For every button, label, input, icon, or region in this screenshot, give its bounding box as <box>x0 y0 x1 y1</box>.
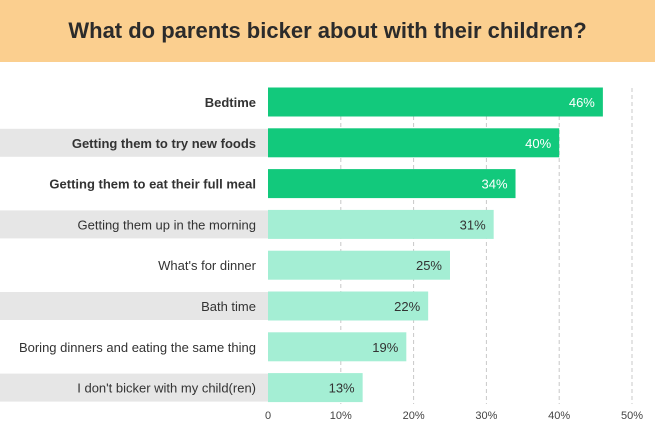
category-label: Bedtime <box>205 95 256 110</box>
value-label: 46% <box>569 95 595 110</box>
bar <box>268 373 363 403</box>
value-label: 19% <box>372 340 398 355</box>
tick-label: 10% <box>330 410 352 422</box>
category-label: Bath time <box>201 299 256 314</box>
row-band <box>0 128 268 157</box>
tick-label: 30% <box>475 410 497 422</box>
bar <box>268 332 407 362</box>
tick-label: 50% <box>621 410 643 422</box>
category-label: Getting them to try new foods <box>72 136 256 151</box>
bar <box>268 128 560 158</box>
bar <box>268 291 429 321</box>
value-label: 40% <box>525 136 551 151</box>
category-label: Boring dinners and eating the same thing <box>19 340 256 355</box>
category-label: Getting them to eat their full meal <box>49 177 256 192</box>
bar <box>268 169 516 199</box>
bar <box>268 209 494 239</box>
chart-title: What do parents bicker about with their … <box>68 18 587 43</box>
value-label: 13% <box>329 381 355 396</box>
category-label: What's for dinner <box>158 258 257 273</box>
row-band <box>0 373 268 402</box>
row-band <box>0 210 268 239</box>
tick-label: 20% <box>403 410 425 422</box>
tick-label: 0 <box>265 410 271 422</box>
bar <box>268 250 450 280</box>
value-label: 31% <box>460 217 486 232</box>
value-label: 22% <box>394 299 420 314</box>
bar <box>268 87 603 117</box>
chart-header: What do parents bicker about with their … <box>0 0 655 62</box>
tick-label: 40% <box>548 410 570 422</box>
value-label: 25% <box>416 258 442 273</box>
row-band <box>0 292 268 320</box>
category-label: I don't bicker with my child(ren) <box>77 381 256 396</box>
value-label: 34% <box>481 177 507 192</box>
category-label: Getting them up in the morning <box>78 217 257 232</box>
